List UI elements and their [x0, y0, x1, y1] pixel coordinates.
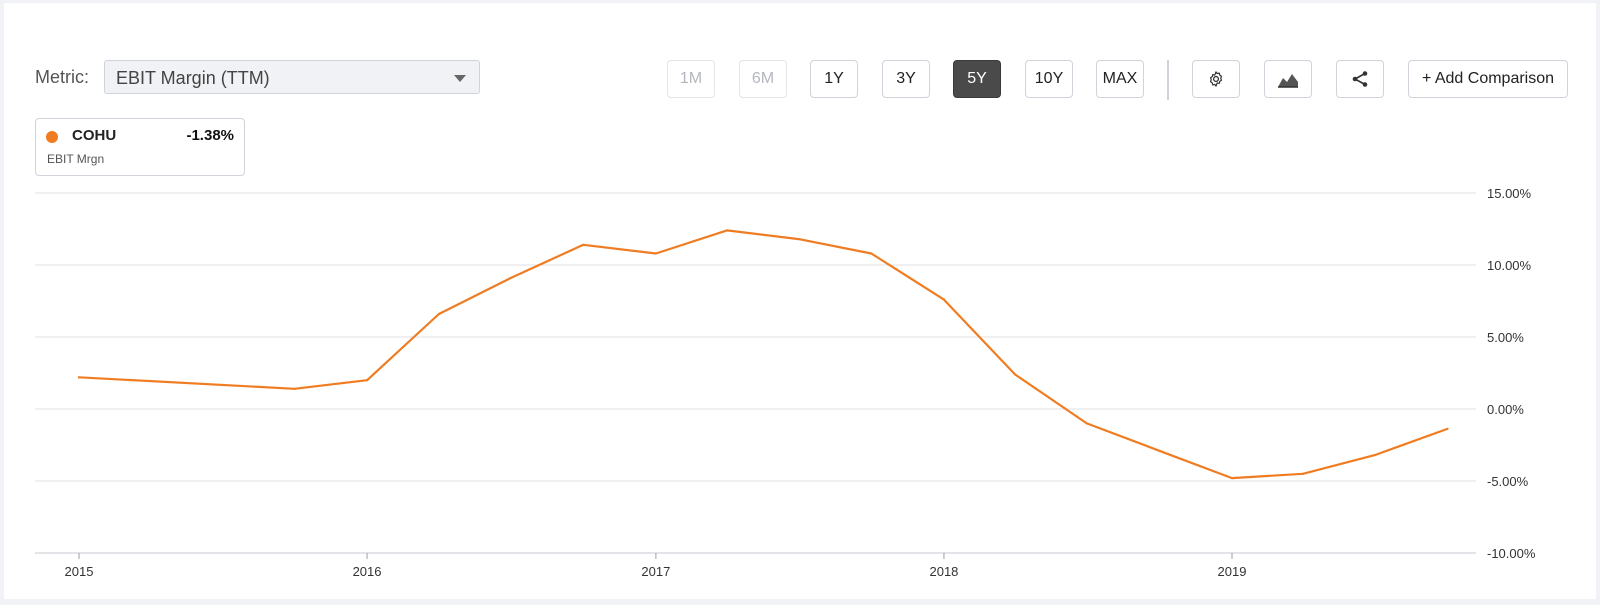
y-tick-label: 10.00%: [1487, 258, 1532, 273]
chart-type-button[interactable]: [1264, 60, 1312, 98]
data-point: [1085, 422, 1088, 425]
legend-metric: EBIT Mrgn: [47, 152, 105, 166]
data-point: [582, 243, 585, 246]
range-button-5y[interactable]: 5Y: [953, 60, 1001, 98]
data-point: [797, 237, 800, 241]
data-point: [1373, 453, 1376, 457]
legend-box: COHU -1.38% EBIT Mrgn: [35, 118, 245, 176]
legend-ticker: COHU: [72, 127, 117, 144]
data-point: [1446, 427, 1449, 430]
add-comparison-button[interactable]: + Add Comparison: [1408, 60, 1568, 98]
data-point: [870, 252, 873, 255]
data-point: [1013, 373, 1017, 376]
x-tick-label: 2018: [929, 564, 958, 579]
data-point: [437, 312, 440, 316]
metric-label: Metric:: [35, 67, 89, 87]
range-button-1y[interactable]: 1Y: [810, 60, 858, 98]
data-point: [509, 276, 512, 280]
data-point: [77, 376, 81, 379]
chart-card: [4, 3, 1596, 599]
series-line-cohu: [77, 229, 1449, 480]
data-point: [365, 379, 369, 382]
y-tick-label: 5.00%: [1487, 330, 1524, 345]
toolbar-divider: [1167, 60, 1169, 100]
data-point: [654, 252, 657, 255]
range-button-1m[interactable]: 1M: [667, 60, 715, 98]
range-button-10y[interactable]: 10Y: [1025, 60, 1073, 98]
series-color-dot: [46, 131, 58, 143]
data-point: [1230, 477, 1234, 480]
data-point: [725, 229, 729, 232]
data-point: [942, 298, 946, 301]
range-button-3y[interactable]: 3Y: [882, 60, 930, 98]
share-button[interactable]: [1336, 60, 1384, 98]
y-tick-label: -5.00%: [1487, 474, 1529, 489]
y-tick-label: 15.00%: [1487, 186, 1532, 201]
x-tick-label: 2017: [641, 564, 670, 579]
data-point: [293, 387, 296, 390]
range-button-max[interactable]: MAX: [1096, 60, 1144, 98]
settings-button[interactable]: [1192, 60, 1240, 98]
y-tick-label: -10.00%: [1487, 546, 1536, 561]
x-tick-label: 2015: [65, 564, 94, 579]
x-tick-label: 2019: [1218, 564, 1247, 579]
chevron-down-icon: [454, 75, 466, 82]
share-icon: [1352, 71, 1368, 87]
area-chart-icon: [1278, 74, 1298, 88]
metric-select-value: EBIT Margin (TTM): [116, 68, 270, 88]
data-point: [1158, 449, 1161, 452]
gear-icon: [1209, 71, 1223, 87]
legend-value: -1.38%: [186, 127, 234, 144]
x-tick-label: 2016: [353, 564, 382, 579]
metric-select[interactable]: EBIT Margin (TTM): [104, 60, 480, 94]
range-button-6m[interactable]: 6M: [739, 60, 787, 98]
y-tick-label: 0.00%: [1487, 402, 1524, 417]
data-point: [1301, 472, 1305, 475]
